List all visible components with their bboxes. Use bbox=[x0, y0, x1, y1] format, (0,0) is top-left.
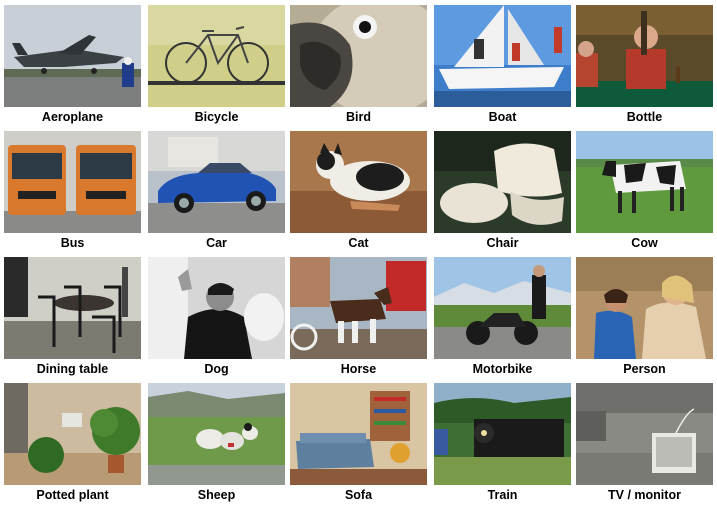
category-label: Person bbox=[623, 362, 666, 376]
grid-cell-bottle: Bottle bbox=[576, 5, 713, 124]
grid-cell-cow: Cow bbox=[576, 131, 713, 250]
aeroplane-photo bbox=[4, 5, 141, 107]
category-label: Motorbike bbox=[472, 362, 533, 376]
grid-cell-dining-table: Dining table bbox=[4, 257, 141, 376]
dining-table-photo bbox=[4, 257, 141, 359]
grid-cell-person: Person bbox=[576, 257, 713, 376]
category-label: Dog bbox=[204, 362, 229, 376]
tv-monitor-photo bbox=[576, 383, 713, 485]
boat-photo bbox=[434, 5, 571, 107]
train-photo bbox=[434, 383, 571, 485]
category-label: Bus bbox=[60, 236, 85, 250]
grid-cell-bicycle: Bicycle bbox=[148, 5, 285, 124]
category-label: Bird bbox=[346, 110, 371, 124]
potted-plant-photo bbox=[4, 383, 141, 485]
grid-cell-potted-plant: Potted plant bbox=[4, 383, 141, 502]
horse-photo bbox=[290, 257, 427, 359]
person-photo bbox=[576, 257, 713, 359]
category-label: Cat bbox=[348, 236, 369, 250]
grid-cell-car: Car bbox=[148, 131, 285, 250]
grid-cell-horse: Horse bbox=[290, 257, 427, 376]
grid-cell-motorbike: Motorbike bbox=[434, 257, 571, 376]
chair-photo bbox=[434, 131, 571, 233]
motorbike-photo bbox=[434, 257, 571, 359]
category-label: Potted plant bbox=[36, 488, 109, 502]
grid-cell-dog: Dog bbox=[148, 257, 285, 376]
grid-cell-bird: Bird bbox=[290, 5, 427, 124]
category-label: Sheep bbox=[197, 488, 236, 502]
grid-cell-train: Train bbox=[434, 383, 571, 502]
category-label: Boat bbox=[488, 110, 517, 124]
dog-photo bbox=[148, 257, 285, 359]
category-label: Bicycle bbox=[194, 110, 239, 124]
category-label: Train bbox=[487, 488, 518, 502]
grid-cell-boat: Boat bbox=[434, 5, 571, 124]
bus-photo bbox=[4, 131, 141, 233]
sofa-photo bbox=[290, 383, 427, 485]
category-label: Chair bbox=[486, 236, 519, 250]
category-label: Cow bbox=[631, 236, 658, 250]
cat-photo bbox=[290, 131, 427, 233]
grid-cell-bus: Bus bbox=[4, 131, 141, 250]
grid-cell-cat: Cat bbox=[290, 131, 427, 250]
category-label: Car bbox=[206, 236, 227, 250]
grid-cell-sheep: Sheep bbox=[148, 383, 285, 502]
category-label: Dining table bbox=[36, 362, 109, 376]
cow-photo bbox=[576, 131, 713, 233]
grid-cell-chair: Chair bbox=[434, 131, 571, 250]
grid-cell-sofa: Sofa bbox=[290, 383, 427, 502]
sheep-photo bbox=[148, 383, 285, 485]
grid-cell-aeroplane: Aeroplane bbox=[4, 5, 141, 124]
bottle-photo bbox=[576, 5, 713, 107]
category-label: Sofa bbox=[344, 488, 373, 502]
bicycle-photo bbox=[148, 5, 285, 107]
car-photo bbox=[148, 131, 285, 233]
bird-photo bbox=[290, 5, 427, 107]
category-label: TV / monitor bbox=[608, 488, 681, 502]
category-label: Horse bbox=[340, 362, 377, 376]
category-label: Aeroplane bbox=[41, 110, 104, 124]
grid-cell-tv-monitor: TV / monitor bbox=[576, 383, 713, 502]
category-label: Bottle bbox=[626, 110, 663, 124]
